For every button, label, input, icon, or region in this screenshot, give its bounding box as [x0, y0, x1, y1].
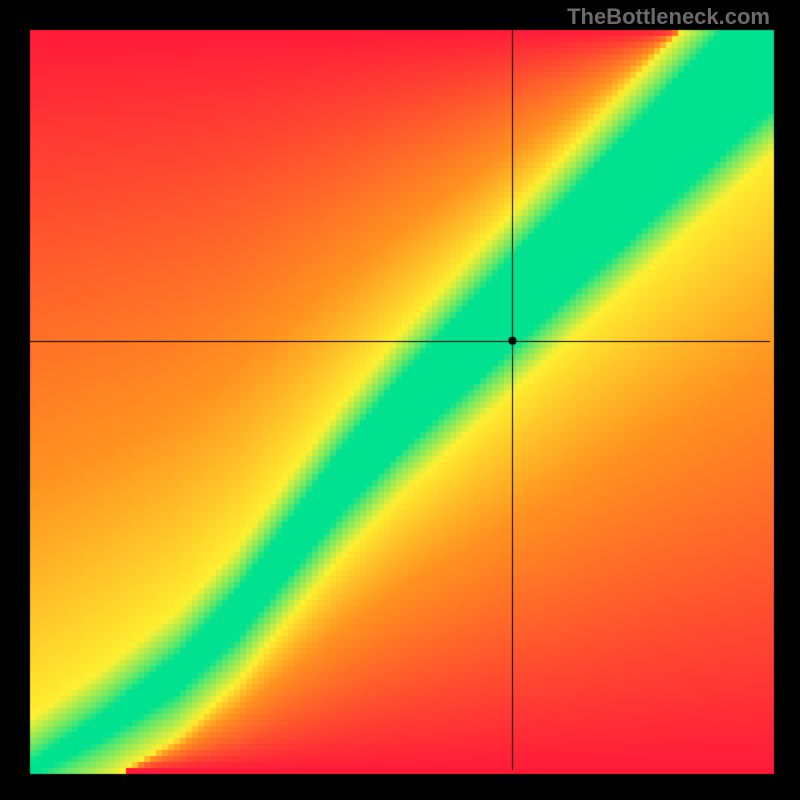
chart-container: TheBottleneck.com — [0, 0, 800, 800]
bottleneck-heatmap — [0, 0, 800, 800]
watermark-text: TheBottleneck.com — [567, 4, 770, 30]
